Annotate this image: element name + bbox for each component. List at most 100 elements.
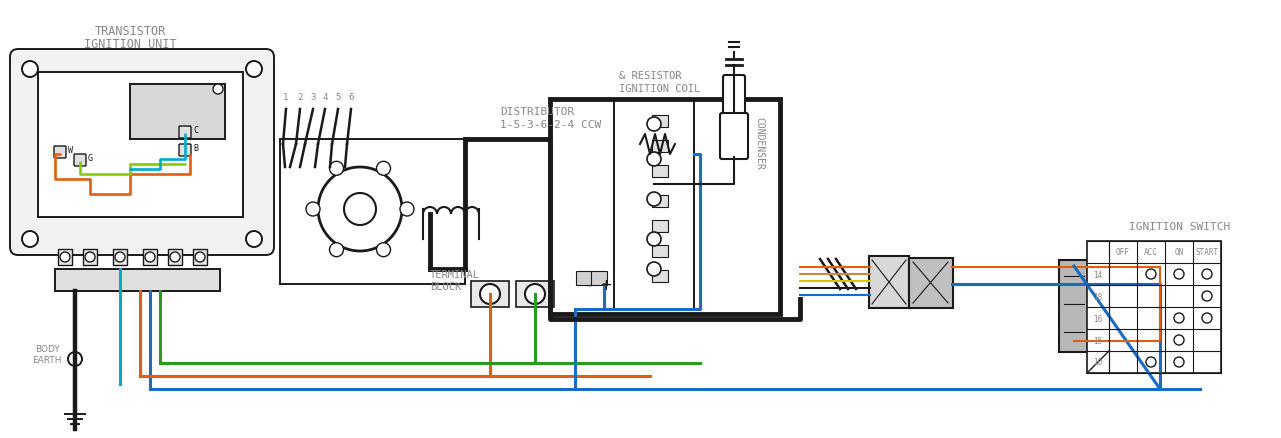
Circle shape xyxy=(306,202,320,216)
FancyBboxPatch shape xyxy=(129,85,225,140)
Text: CONDENSER: CONDENSER xyxy=(755,117,763,169)
Text: START: START xyxy=(1195,248,1218,257)
FancyBboxPatch shape xyxy=(652,195,667,208)
Text: 1: 1 xyxy=(283,93,288,102)
Circle shape xyxy=(647,262,661,276)
FancyBboxPatch shape xyxy=(1059,261,1089,352)
Text: 4: 4 xyxy=(323,93,328,102)
Circle shape xyxy=(22,62,38,78)
Text: BODY: BODY xyxy=(35,344,59,353)
Text: TERMINAL: TERMINAL xyxy=(430,269,480,279)
Text: IGNITION UNIT: IGNITION UNIT xyxy=(83,38,177,51)
FancyBboxPatch shape xyxy=(910,258,953,308)
FancyBboxPatch shape xyxy=(652,270,667,283)
Text: 15: 15 xyxy=(1094,336,1103,345)
Circle shape xyxy=(1146,357,1155,367)
Circle shape xyxy=(647,118,661,132)
FancyBboxPatch shape xyxy=(591,272,607,285)
Text: TRANSISTOR: TRANSISTOR xyxy=(95,25,165,38)
FancyBboxPatch shape xyxy=(869,256,910,308)
FancyBboxPatch shape xyxy=(83,249,97,265)
Circle shape xyxy=(213,85,223,95)
Circle shape xyxy=(1173,269,1184,279)
Text: +: + xyxy=(600,277,612,292)
Circle shape xyxy=(1173,335,1184,345)
FancyBboxPatch shape xyxy=(576,272,592,285)
FancyBboxPatch shape xyxy=(168,249,182,265)
Text: IGNITION SWITCH: IGNITION SWITCH xyxy=(1129,222,1230,231)
Text: BLOCK: BLOCK xyxy=(430,281,461,291)
Text: EARTH: EARTH xyxy=(32,355,61,364)
FancyBboxPatch shape xyxy=(281,140,465,284)
Circle shape xyxy=(1202,313,1212,323)
Text: C: C xyxy=(193,126,199,135)
Circle shape xyxy=(318,168,402,251)
Text: OFF: OFF xyxy=(1116,248,1130,257)
Text: 16: 16 xyxy=(1094,314,1103,323)
FancyBboxPatch shape xyxy=(193,249,208,265)
FancyBboxPatch shape xyxy=(55,269,220,291)
Circle shape xyxy=(480,284,500,304)
FancyBboxPatch shape xyxy=(1088,241,1221,373)
FancyBboxPatch shape xyxy=(652,245,667,258)
Text: 18: 18 xyxy=(1094,292,1103,301)
Circle shape xyxy=(1202,291,1212,301)
Circle shape xyxy=(85,252,95,262)
Circle shape xyxy=(647,153,661,166)
Circle shape xyxy=(246,231,263,247)
Circle shape xyxy=(400,202,414,216)
Circle shape xyxy=(647,233,661,247)
FancyBboxPatch shape xyxy=(652,220,667,233)
Text: IGNITION COIL: IGNITION COIL xyxy=(619,84,701,94)
FancyBboxPatch shape xyxy=(652,141,667,153)
Circle shape xyxy=(329,243,343,257)
Text: W: W xyxy=(68,146,73,155)
FancyBboxPatch shape xyxy=(58,249,72,265)
Text: -: - xyxy=(587,277,592,292)
Text: 2: 2 xyxy=(297,93,302,102)
Text: G: G xyxy=(88,154,94,162)
FancyBboxPatch shape xyxy=(10,50,274,255)
Circle shape xyxy=(377,162,391,176)
Circle shape xyxy=(345,194,377,226)
Circle shape xyxy=(377,243,391,257)
Circle shape xyxy=(145,252,155,262)
FancyBboxPatch shape xyxy=(113,249,127,265)
Circle shape xyxy=(60,252,70,262)
FancyBboxPatch shape xyxy=(179,145,191,157)
Text: B: B xyxy=(193,144,199,153)
Circle shape xyxy=(68,352,82,366)
Text: ACC: ACC xyxy=(1144,248,1158,257)
FancyBboxPatch shape xyxy=(720,114,748,159)
Circle shape xyxy=(1173,357,1184,367)
FancyBboxPatch shape xyxy=(652,166,667,177)
Circle shape xyxy=(170,252,181,262)
Text: 14: 14 xyxy=(1094,270,1103,279)
Circle shape xyxy=(195,252,205,262)
Circle shape xyxy=(246,62,263,78)
FancyBboxPatch shape xyxy=(54,147,67,159)
FancyBboxPatch shape xyxy=(614,100,694,309)
FancyBboxPatch shape xyxy=(74,155,86,166)
Circle shape xyxy=(525,284,544,304)
Text: 1-5-3-6-2-4 CCW: 1-5-3-6-2-4 CCW xyxy=(500,120,601,130)
FancyBboxPatch shape xyxy=(38,73,243,218)
Circle shape xyxy=(22,231,38,247)
FancyBboxPatch shape xyxy=(471,281,509,307)
Text: ON: ON xyxy=(1175,248,1184,257)
Circle shape xyxy=(329,162,343,176)
Circle shape xyxy=(1202,269,1212,279)
Text: 5: 5 xyxy=(336,93,341,102)
Circle shape xyxy=(115,252,126,262)
Text: & RESISTOR: & RESISTOR xyxy=(619,71,681,81)
FancyBboxPatch shape xyxy=(143,249,158,265)
FancyBboxPatch shape xyxy=(516,281,553,307)
Text: 3: 3 xyxy=(310,93,315,102)
Circle shape xyxy=(647,193,661,207)
Text: DISTRIBUTOR: DISTRIBUTOR xyxy=(500,107,574,117)
Circle shape xyxy=(1173,313,1184,323)
FancyBboxPatch shape xyxy=(179,127,191,139)
Circle shape xyxy=(1146,269,1155,279)
FancyBboxPatch shape xyxy=(652,116,667,128)
FancyBboxPatch shape xyxy=(722,76,746,115)
